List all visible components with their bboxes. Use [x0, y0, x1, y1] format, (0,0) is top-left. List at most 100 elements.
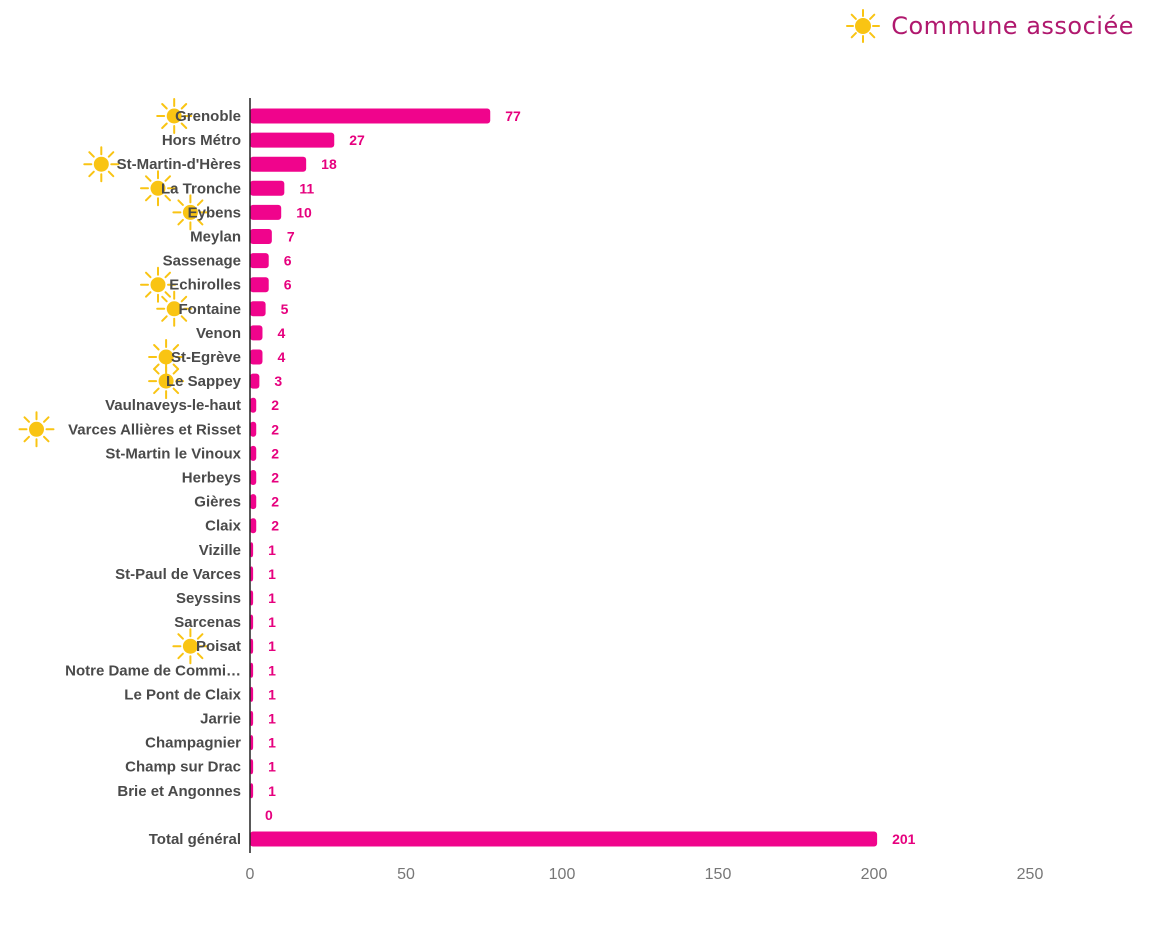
category-label: Poisat [196, 638, 241, 655]
value-label: 4 [277, 349, 285, 365]
bars [250, 108, 878, 847]
bar [250, 421, 257, 437]
sun-icon [140, 266, 176, 303]
x-tick-label: 50 [397, 866, 415, 883]
category-labels: Grenoble Hors Métro St-Martin-d'Hères La Tr… [65, 108, 242, 848]
sun-icon [172, 628, 209, 665]
bar [250, 783, 254, 799]
bar [250, 108, 491, 124]
value-label: 0 [265, 807, 273, 823]
value-label: 10 [296, 204, 312, 220]
category-label: Grenoble [175, 108, 241, 125]
value-label: 1 [268, 638, 276, 654]
category-label: St-Martin-d'Hères [117, 156, 241, 173]
category-label: St-Martin le Vinoux [105, 445, 241, 462]
value-label: 2 [271, 421, 279, 437]
value-label: 27 [349, 132, 365, 148]
sun-icon [846, 9, 881, 43]
legend: Commune associée [845, 8, 1134, 44]
x-axis-ticks: 0 50 100 150 200 250 [246, 866, 1044, 883]
bar [250, 204, 282, 220]
value-label: 2 [271, 397, 279, 413]
category-label: La Tronche [161, 180, 241, 197]
category-label: Vizille [199, 542, 241, 559]
x-tick-label: 150 [705, 866, 732, 883]
x-tick-label: 100 [549, 866, 576, 883]
value-label: 6 [284, 277, 292, 293]
category-label: Brie et Angonnes [117, 783, 241, 800]
value-label: 7 [287, 229, 295, 245]
category-label: Vaulnaveys-le-haut [105, 397, 241, 414]
bar [250, 590, 254, 606]
category-label: Venon [196, 325, 241, 342]
bar [250, 156, 307, 172]
category-label: Sarcenas [174, 614, 241, 631]
value-label: 2 [271, 494, 279, 510]
bar [250, 470, 257, 485]
category-label: Hors Métro [162, 132, 241, 149]
category-label: Echirolles [169, 277, 241, 294]
value-label: 1 [268, 590, 276, 606]
value-label: 18 [321, 156, 337, 172]
bar [250, 397, 257, 413]
category-label: Meylan [190, 229, 241, 246]
value-label: 1 [268, 783, 276, 799]
bar [250, 638, 254, 654]
bar [250, 518, 257, 534]
bar [250, 180, 285, 196]
bar [250, 132, 335, 148]
category-label: Claix [205, 518, 242, 535]
value-label: 1 [268, 759, 276, 775]
value-label: 2 [271, 445, 279, 461]
bar [250, 686, 254, 702]
bar [250, 566, 254, 582]
category-label: Fontaine [179, 301, 242, 318]
value-label: 6 [284, 253, 292, 269]
value-label: 1 [268, 735, 276, 751]
category-label: Herbeys [182, 470, 241, 487]
value-label: 1 [268, 662, 276, 678]
bar [250, 735, 254, 751]
category-label: Champagnier [145, 735, 241, 752]
category-label: Seyssins [176, 590, 241, 607]
value-label: 1 [268, 566, 276, 582]
legend-label: Commune associée [891, 12, 1134, 40]
value-label: 77 [505, 108, 521, 124]
value-label: 2 [271, 470, 279, 486]
sun-icon [148, 363, 185, 400]
x-tick-label: 200 [861, 866, 888, 883]
x-tick-label: 0 [246, 866, 255, 883]
category-label: Gières [194, 494, 241, 511]
value-label: 2 [271, 518, 279, 534]
value-label: 3 [274, 373, 282, 389]
bar [250, 277, 269, 293]
category-label: Champ sur Drac [125, 759, 241, 776]
category-label: Eybens [188, 204, 241, 221]
bar [250, 494, 257, 510]
bar [250, 662, 254, 678]
bar [250, 831, 878, 847]
value-label: 1 [268, 711, 276, 727]
value-label: 5 [281, 301, 289, 317]
x-tick-label: 250 [1017, 866, 1044, 883]
bar [250, 542, 254, 558]
bar [250, 349, 263, 365]
sun-icon [156, 290, 193, 327]
bar [250, 445, 257, 461]
value-label: 201 [892, 831, 916, 847]
category-label: Notre Dame de Commi… [65, 662, 241, 679]
sun-icon [156, 98, 193, 134]
bar [250, 711, 254, 726]
value-label: 1 [268, 686, 276, 702]
category-label: Jarrie [200, 711, 241, 728]
category-label: St-Paul de Varces [115, 566, 241, 583]
bar [250, 325, 263, 341]
bar [250, 253, 269, 269]
bar [250, 373, 260, 389]
category-label: Total général [149, 831, 241, 848]
sun-icon [18, 411, 55, 448]
value-label: 4 [277, 325, 285, 341]
value-label: 1 [268, 542, 276, 558]
